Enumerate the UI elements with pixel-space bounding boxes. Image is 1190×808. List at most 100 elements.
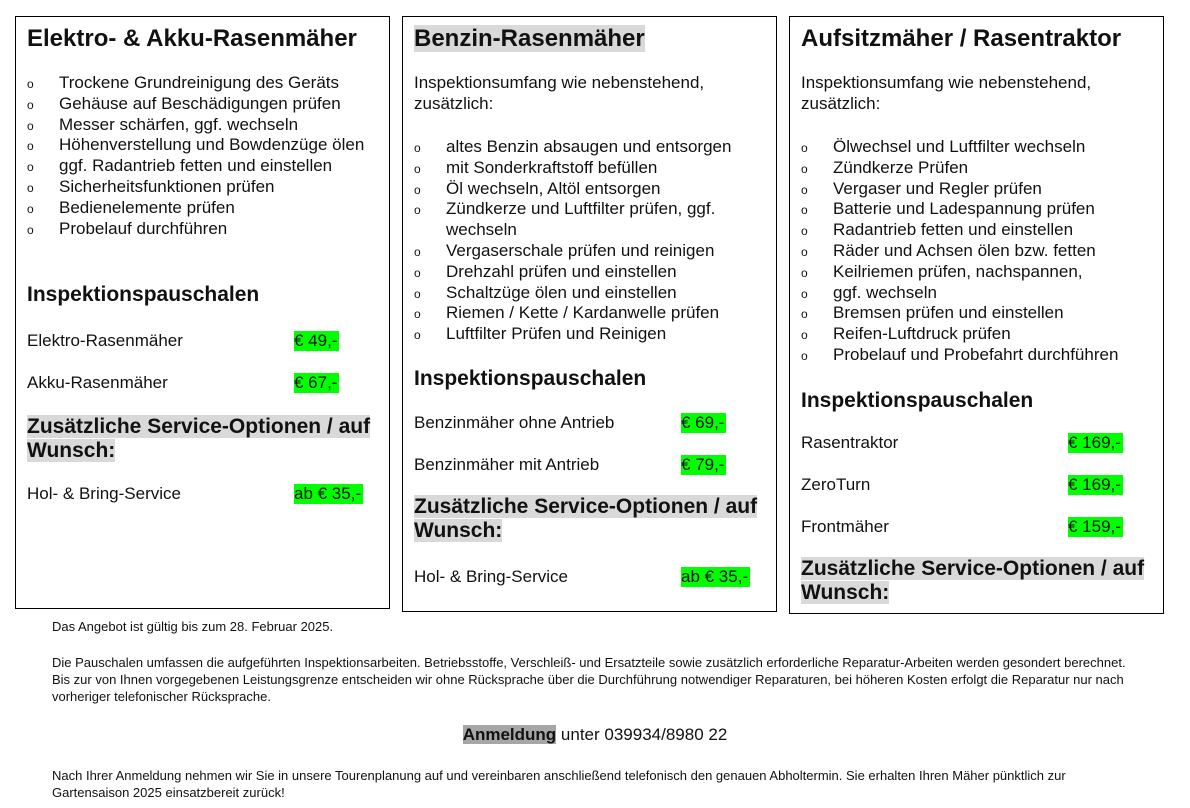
- options-title: Zusätzliche Service-Optionen / auf Wunsc…: [801, 557, 1151, 605]
- price-label: Akku-Rasenmäher: [27, 373, 168, 392]
- bullet-icon: o: [414, 203, 421, 218]
- bullet-icon: o: [27, 160, 34, 175]
- bullet-icon: o: [801, 244, 808, 259]
- price-row: Elektro-Rasenmäher € 49,-: [27, 331, 387, 351]
- price-label: Frontmäher: [801, 517, 889, 536]
- list-item-text: Riemen / Kette / Kardanwelle prüfen: [446, 303, 720, 323]
- closing-text: Nach Ihrer Anmeldung nehmen wir Sie in u…: [52, 768, 1066, 800]
- pauschalen-title: Inspektionspauschalen: [801, 389, 1034, 412]
- column-title-text: Benzin-Rasenmäher: [414, 25, 645, 52]
- column-ride-on: Aufsitzmäher / Rasentraktor Inspektionsum…: [789, 16, 1164, 614]
- list-item: o ggf. wechseln: [801, 283, 1151, 304]
- list-item-text: Bremsen prüfen und einstellen: [833, 303, 1064, 323]
- price-value: € 69,-: [681, 413, 727, 433]
- bullet-icon: o: [27, 222, 34, 237]
- list-item: o Probelauf und Probefahrt durchführen: [801, 345, 1151, 366]
- list-item-text: ggf. Radantrieb fetten und einstellen: [59, 156, 333, 176]
- bullet-icon: o: [801, 286, 808, 301]
- list-item: o Zündkerze und Luftfilter prüfen, ggf. w…: [414, 199, 764, 241]
- price-row: ZeroTurn € 169,-: [801, 475, 1161, 495]
- intro-text: Inspektionsumfang wie nebenstehend, zusä…: [414, 73, 705, 113]
- bullet-icon: o: [801, 265, 808, 280]
- price-label: Elektro-Rasenmäher: [27, 331, 183, 350]
- bullet-icon: o: [801, 224, 808, 239]
- bullet-icon: o: [414, 265, 421, 280]
- list-item: o Öl wechseln, Altöl entsorgen: [414, 179, 764, 200]
- list-item: o mit Sonderkraftstoff befüllen: [414, 158, 764, 179]
- pauschalen-title: Inspektionspauschalen: [27, 283, 260, 306]
- list-item: o Riemen / Kette / Kardanwelle prüfen: [414, 303, 764, 324]
- bullet-icon: o: [801, 141, 808, 155]
- options-title-text: Zusätzliche Service-Optionen / auf Wunsc…: [801, 557, 1145, 604]
- bullet-icon: o: [801, 307, 808, 322]
- list-item-text: Batterie und Ladespannung prüfen: [833, 199, 1095, 219]
- list-item: o Trockene Grundreinigung des Geräts: [27, 73, 377, 94]
- options-title-text: Zusätzliche Service-Optionen / auf Wunsc…: [27, 415, 371, 462]
- list-item: o Vergaser und Regler prüfen: [801, 179, 1151, 200]
- list-item-text: Trockene Grundreinigung des Geräts: [59, 73, 340, 92]
- column-title: Aufsitzmäher / Rasentraktor: [801, 25, 1122, 52]
- pauschalen-title: Inspektionspauschalen: [414, 367, 647, 390]
- service-list: o Ölwechsel und Luftfilter wechseln o Zündk…: [801, 137, 1151, 366]
- bullet-icon: o: [27, 139, 34, 154]
- list-item-text: Vergaserschale prüfen und reinigen: [446, 240, 715, 260]
- list-item: o Luftfilter Prüfen und Reinigen: [414, 324, 764, 345]
- bullet-icon: o: [414, 182, 421, 197]
- bullet-icon: o: [27, 180, 34, 195]
- list-item-text: ggf. wechseln: [833, 282, 937, 302]
- list-item-text: Zündkerze Prüfen: [833, 157, 969, 177]
- list-item-text: Bedienelemente prüfen: [59, 197, 235, 217]
- list-item: o Bremsen prüfen und einstellen: [801, 303, 1151, 324]
- option-row: Hol- & Bring-Service ab € 35,-: [414, 567, 774, 587]
- price-label: Benzinmäher ohne Antrieb: [414, 413, 615, 432]
- bullet-icon: o: [27, 118, 34, 133]
- list-item-text: Probelauf durchführen: [59, 218, 228, 238]
- bullet-icon: o: [414, 286, 421, 301]
- list-item-text: Probelauf und Probefahrt durchführen: [833, 344, 1119, 364]
- bullet-icon: o: [27, 97, 34, 112]
- list-item-text: Ölwechsel und Luftfilter wechseln: [833, 137, 1086, 156]
- list-item: o Höhenverstellung und Bowdenzüge ölen: [27, 135, 377, 156]
- list-item-text: Vergaser und Regler prüfen: [833, 178, 1042, 198]
- bullet-icon: o: [414, 244, 421, 259]
- option-label: Hol- & Bring-Service: [414, 567, 568, 586]
- validity-note: Das Angebot ist gültig bis zum 28. Febru…: [52, 619, 334, 634]
- options-title-text: Zusätzliche Service-Optionen / auf Wunsc…: [414, 495, 758, 542]
- list-item: o Probelauf durchführen: [27, 219, 377, 240]
- price-value: € 49,-: [294, 331, 340, 351]
- list-item-text: Drehzahl prüfen und einstellen: [446, 261, 677, 281]
- price-label: ZeroTurn: [801, 475, 871, 494]
- list-item-text: Öl wechseln, Altöl entsorgen: [446, 178, 661, 198]
- price-value: € 79,-: [681, 455, 727, 475]
- option-price: ab € 35,-: [681, 567, 751, 587]
- list-item: o ggf. Radantrieb fetten und einstellen: [27, 156, 377, 177]
- bullet-icon: o: [27, 77, 34, 91]
- option-label: Hol- & Bring-Service: [27, 484, 181, 503]
- list-item-text: mit Sonderkraftstoff befüllen: [446, 157, 658, 177]
- bullet-icon: o: [414, 307, 421, 322]
- bullet-icon: o: [27, 201, 34, 216]
- list-item: o Messer schärfen, ggf. wechseln: [27, 115, 377, 136]
- list-item: o Drehzahl prüfen und einstellen: [414, 262, 764, 283]
- list-item-text: Sicherheitsfunktionen prüfen: [59, 176, 275, 196]
- price-value: € 169,-: [1068, 433, 1123, 453]
- column-petrol: Benzin-Rasenmäher Inspektionsumfang wie n…: [402, 16, 777, 612]
- registration-keyword: Anmeldung: [462, 725, 557, 744]
- bullet-icon: o: [414, 161, 421, 176]
- registration-phone: unter 039934/8980 22: [556, 725, 728, 744]
- price-value: € 169,-: [1068, 475, 1123, 495]
- column-title: Benzin-Rasenmäher: [414, 24, 645, 54]
- service-list: o altes Benzin absaugen und entsorgen o mit…: [414, 137, 764, 345]
- price-value: € 67,-: [294, 373, 340, 393]
- bullet-icon: o: [801, 348, 808, 363]
- list-item-text: altes Benzin absaugen und entsorgen: [446, 137, 732, 156]
- list-item-text: Gehäuse auf Beschädigungen prüfen: [59, 93, 341, 113]
- price-value: € 159,-: [1068, 517, 1123, 537]
- service-list: o Trockene Grundreinigung des Geräts o Gehä…: [27, 73, 377, 239]
- list-item: o Radantrieb fetten und einstellen: [801, 220, 1151, 241]
- list-item: o altes Benzin absaugen und entsorgen: [414, 137, 764, 158]
- price-row: Benzinmäher ohne Antrieb € 69,-: [414, 413, 774, 433]
- column-electric: Elektro- & Akku-Rasenmäher o Trockene Grun…: [15, 16, 390, 609]
- list-item: o Gehäuse auf Beschädigungen prüfen: [27, 94, 377, 115]
- price-row: Benzinmäher mit Antrieb € 79,-: [414, 455, 774, 475]
